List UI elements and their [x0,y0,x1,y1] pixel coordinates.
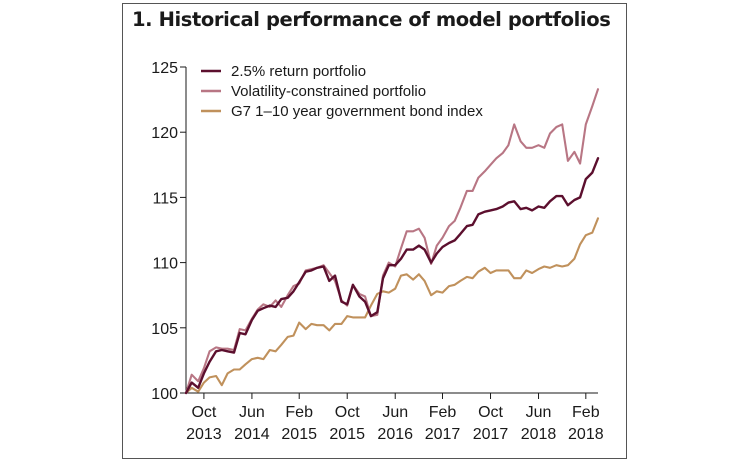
x-tick-year: 2018 [568,426,604,443]
y-tick-label: 105 [151,321,178,338]
x-tick-month: Oct [191,404,216,421]
x-tick-month: Jun [526,404,552,421]
y-tick-label: 125 [151,60,178,77]
legend: 2.5% return portfolio Volatility-constrai… [201,63,483,120]
legend-label-0: 2.5% return portfolio [231,63,366,80]
x-tick-year: 2018 [521,426,557,443]
chart-title: 1. Historical performance of model portf… [132,8,611,31]
x-tick-month: Feb [572,404,600,421]
x-tick-month: Oct [335,404,360,421]
x-tick-year: 2015 [329,426,365,443]
y-tick-label: 110 [152,256,178,273]
x-tick-month: Feb [285,404,313,421]
x-tick-year: 2017 [425,426,461,443]
x-tick-year: 2015 [281,426,317,443]
series-line-2 [184,217,600,395]
y-tick-label: 115 [152,190,178,207]
x-tick-month: Oct [478,404,503,421]
series-group [184,88,600,395]
x-tick-month: Feb [429,404,457,421]
legend-label-2: G7 1–10 year government bond index [231,103,483,120]
line-chart: 100 105 110 115 120 125 Oct 2013 Jun 2014 Feb 2015 O… [151,60,603,443]
x-tick-month: Jun [239,404,265,421]
axes: 100 105 110 115 120 125 Oct 2013 Jun 2014 Feb 2015 O… [151,60,603,443]
y-tick-label: 120 [151,125,178,142]
x-tick-year: 2014 [234,426,270,443]
series-line-0 [184,157,600,395]
legend-label-1: Volatility-constrained portfolio [231,83,426,100]
y-tick-label: 100 [151,386,178,403]
chart-panel: 1. Historical performance of model portf… [122,3,627,459]
x-tick-year: 2013 [186,426,222,443]
series-line-1 [184,88,600,395]
x-tick-year: 2016 [377,426,413,443]
x-tick-month: Jun [382,404,408,421]
x-tick-year: 2017 [473,426,509,443]
